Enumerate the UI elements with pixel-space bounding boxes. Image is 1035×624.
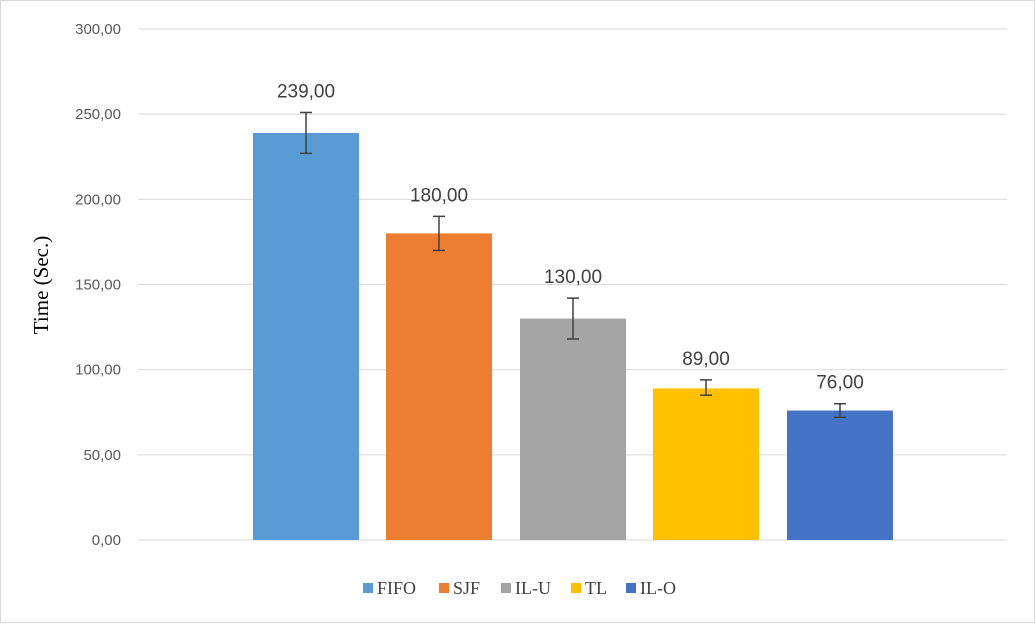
legend-label: FIFO xyxy=(377,578,416,598)
legend-item-fifo: FIFO xyxy=(363,578,416,598)
data-label: 76,00 xyxy=(816,373,864,394)
bar-il-o xyxy=(787,410,893,540)
legend-swatch xyxy=(363,583,373,593)
data-label: 89,00 xyxy=(682,349,730,370)
y-tick-label: 0,00 xyxy=(92,532,121,549)
legend-swatch xyxy=(501,583,511,593)
error-bar-il-u xyxy=(567,297,579,340)
bar-sjf xyxy=(386,233,492,540)
bars xyxy=(253,132,893,541)
y-tick-label: 250,00 xyxy=(75,106,121,123)
y-tick-label: 50,00 xyxy=(83,447,121,464)
y-tick-label: 100,00 xyxy=(75,362,121,379)
error-bar-fifo xyxy=(300,111,312,155)
legend-label: TL xyxy=(585,578,607,598)
data-label: 130,00 xyxy=(544,267,602,288)
legend-swatch xyxy=(626,583,636,593)
bar-tl xyxy=(653,388,759,540)
bar-il-u xyxy=(520,318,626,540)
y-tick-label: 200,00 xyxy=(75,191,121,208)
legend-item-sjf: SJF xyxy=(439,578,480,598)
legend-item-tl: TL xyxy=(571,578,607,598)
error-bar-il-o xyxy=(834,402,846,419)
data-label: 239,00 xyxy=(277,81,335,102)
legend-item-il-o: IL-O xyxy=(626,578,676,598)
legend: FIFO SJF IL-U TL IL-O xyxy=(363,578,676,598)
legend-swatch xyxy=(439,583,449,593)
y-tick-label: 150,00 xyxy=(75,277,121,294)
y-axis-title: Time (Sec.) xyxy=(29,236,53,334)
legend-label: IL-U xyxy=(515,578,551,598)
error-bars xyxy=(300,111,846,419)
bar-fifo xyxy=(253,132,359,541)
error-bar-tl xyxy=(700,379,712,396)
y-tick-label: 300,00 xyxy=(75,21,121,38)
y-axis-ticks: 0,00 50,00 100,00 150,00 200,00 250,00 300,00 xyxy=(75,21,121,549)
data-labels: 239,00 180,00 130,00 89,00 76,00 xyxy=(277,81,864,393)
error-bar-sjf xyxy=(433,215,445,252)
legend-label: IL-O xyxy=(640,578,676,598)
legend-item-il-u: IL-U xyxy=(501,578,551,598)
legend-swatch xyxy=(571,583,581,593)
data-label: 180,00 xyxy=(410,185,468,206)
legend-label: SJF xyxy=(453,578,480,598)
